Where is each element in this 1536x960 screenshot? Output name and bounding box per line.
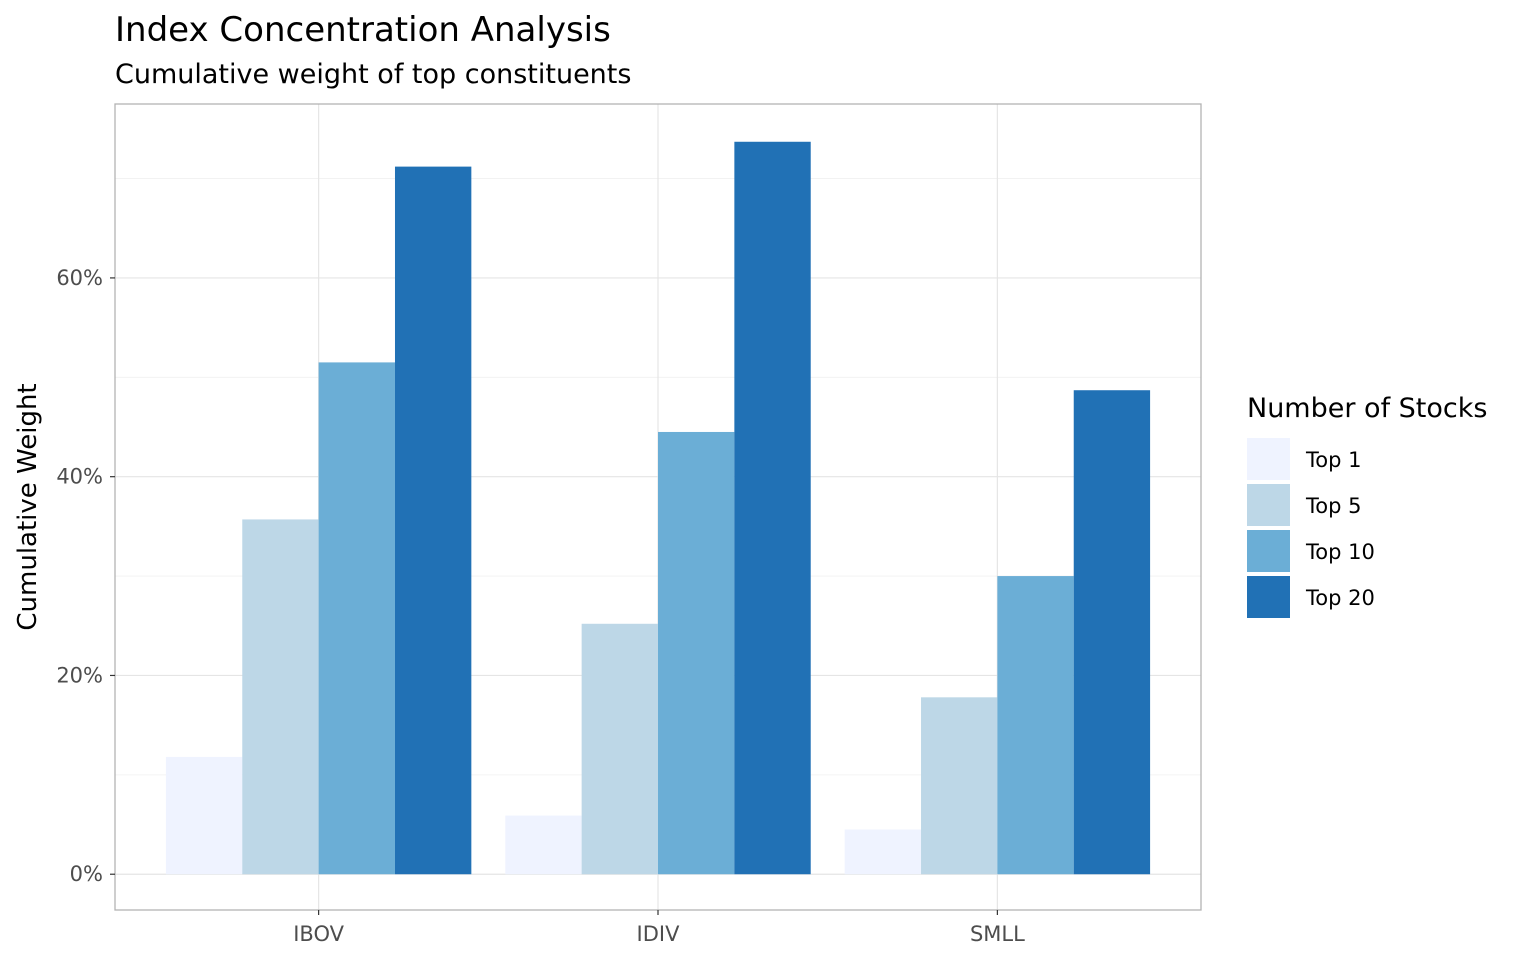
legend-items: Top 1 Top 5 Top 10 Top 20 — [1247, 438, 1375, 618]
x-tick-label: SMLL — [970, 922, 1025, 946]
bar-ibov-top-5 — [242, 519, 319, 875]
legend-label: Top 10 — [1305, 540, 1375, 564]
x-axis-ticks: IBOV IDIV SMLL — [293, 910, 1025, 946]
y-axis-ticks: 0% 20% 40% 60% — [56, 266, 115, 886]
chart-title: Index Concentration Analysis — [115, 10, 611, 50]
legend-key-top-20 — [1247, 576, 1290, 618]
x-tick-label: IDIV — [637, 922, 681, 946]
legend-label: Top 20 — [1305, 586, 1375, 610]
bar-idiv-top-20 — [734, 141, 811, 875]
legend-label: Top 1 — [1305, 448, 1361, 472]
y-tick-label: 60% — [56, 266, 103, 290]
legend-key-top-1 — [1247, 438, 1290, 480]
bar-smll-top-5 — [921, 697, 998, 875]
bar-smll-top-10 — [997, 576, 1074, 875]
bar-idiv-top-10 — [658, 431, 735, 875]
chart-subtitle: Cumulative weight of top constituents — [115, 59, 631, 90]
bar-ibov-top-1 — [165, 756, 243, 875]
legend: Number of Stocks Top 1 Top 5 Top 10 Top 20 — [1247, 393, 1487, 618]
y-tick-label: 20% — [56, 663, 103, 687]
legend-key-top-5 — [1247, 484, 1290, 526]
x-tick-label: IBOV — [293, 922, 344, 946]
bar-ibov-top-20 — [394, 166, 472, 875]
bar-smll-top-1 — [844, 829, 922, 875]
bar-smll-top-20 — [1073, 390, 1151, 875]
legend-label: Top 5 — [1305, 494, 1361, 518]
bar-idiv-top-5 — [581, 623, 658, 875]
bar-idiv-top-1 — [505, 815, 582, 875]
y-tick-label: 40% — [56, 465, 103, 489]
y-axis-title: Cumulative Weight — [13, 383, 43, 630]
y-tick-label: 0% — [70, 862, 103, 886]
legend-title: Number of Stocks — [1247, 393, 1487, 424]
bars — [165, 141, 1151, 875]
bar-ibov-top-10 — [318, 362, 395, 875]
plot-area — [114, 103, 1202, 911]
legend-key-top-10 — [1247, 530, 1290, 572]
